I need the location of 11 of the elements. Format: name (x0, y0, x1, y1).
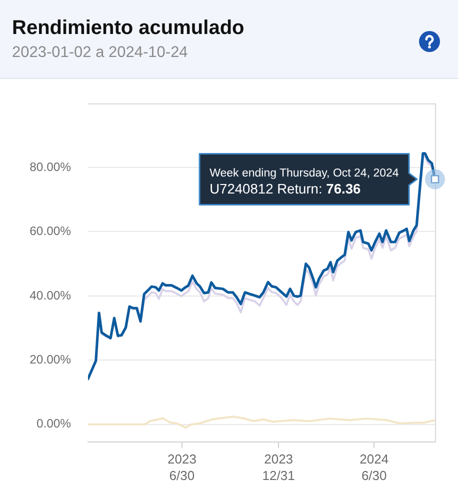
y-tick-label: 40.00% (30, 288, 72, 302)
annotation: Week ending Thursday, Oct 24, 2024 U7240812 Return: 76.36 (210, 168, 400, 197)
chart-subtitle: 2023-01-02 a 2024-10-24 (12, 44, 188, 62)
y-tick-label: 20.00% (30, 352, 72, 367)
x-tick-label: 2023 6/30 (168, 452, 196, 483)
x-tick-label: 2024 6/30 (360, 452, 389, 483)
y-tick-label: 60.00% (30, 224, 72, 238)
chart-title: Rendimiento acumulado (12, 17, 244, 40)
y-tick-label: 80.00% (30, 160, 72, 174)
x-tick-label: 2023 12/31 (262, 452, 295, 483)
y-tick-label: 0.00% (36, 416, 72, 431)
